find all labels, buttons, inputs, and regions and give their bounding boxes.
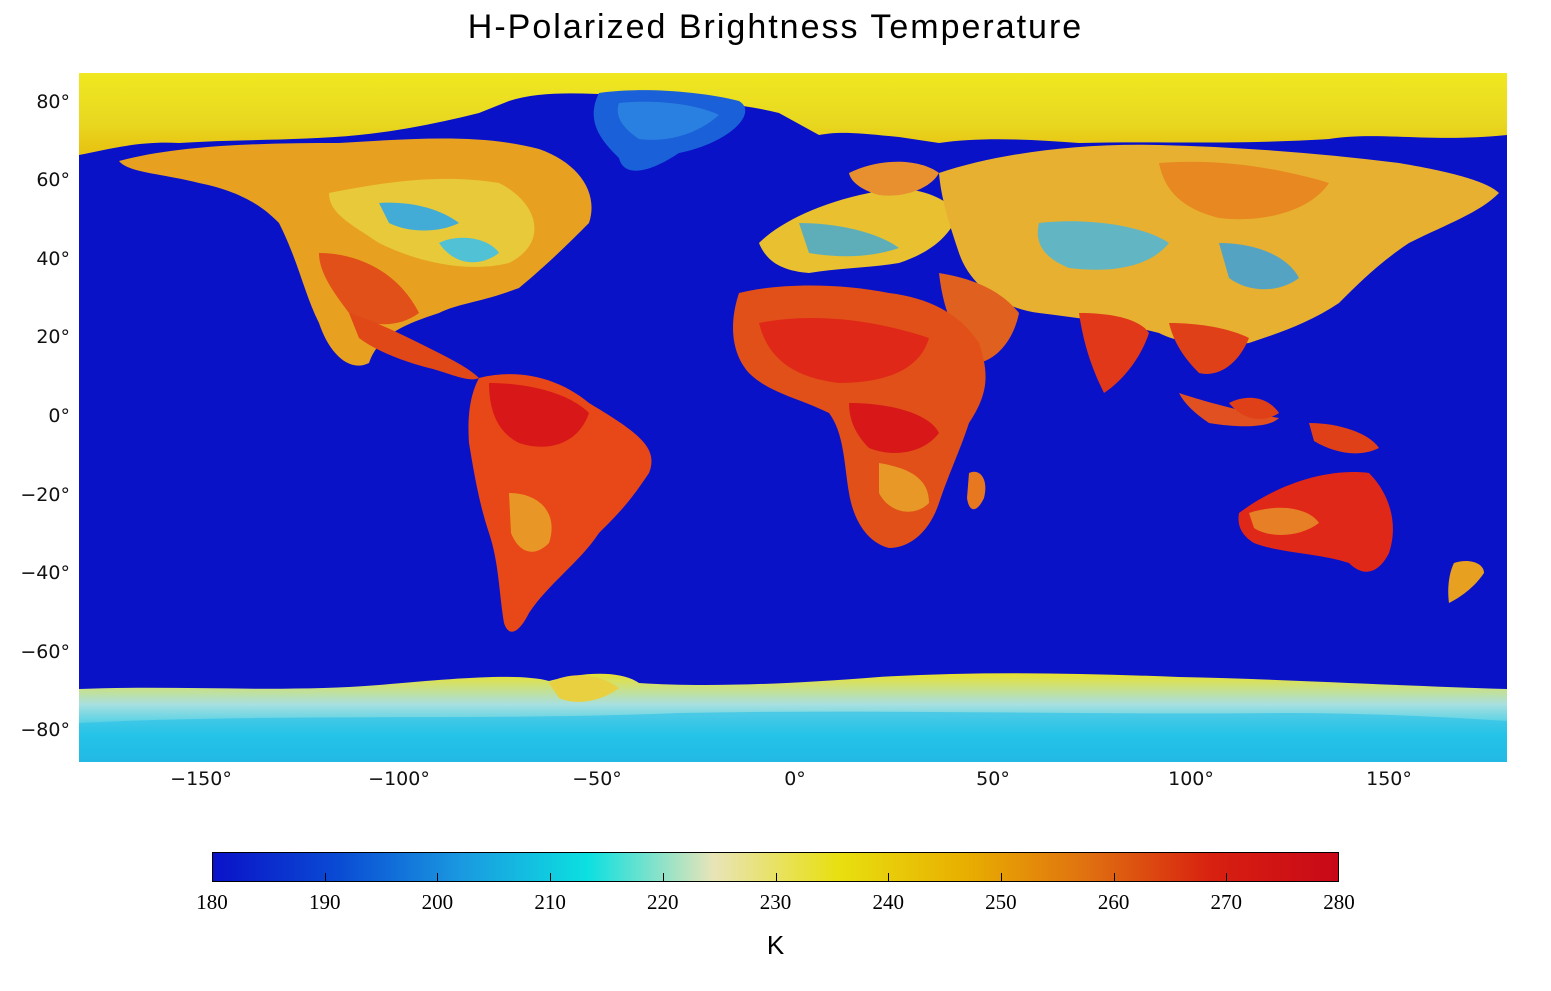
x-tick-label: −150°: [170, 768, 232, 790]
southeast-asia: [1169, 323, 1249, 374]
brightness-temperature-map: [79, 73, 1507, 762]
x-tick-label: −100°: [368, 768, 430, 790]
colorbar-tick-mark: [888, 873, 890, 882]
colorbar-tick-label: 270: [1210, 890, 1243, 914]
map-canvas: [79, 73, 1507, 762]
colorbar-tick-label: 180: [196, 890, 228, 914]
x-tick-label: 0°: [784, 768, 806, 790]
y-tick-label: 0°: [48, 405, 70, 427]
y-tick-label: 40°: [36, 248, 70, 270]
colorbar-tick-label: 280: [1323, 890, 1355, 914]
x-tick-label: 150°: [1366, 768, 1412, 790]
colorbar-tick-label: 190: [308, 890, 341, 914]
colorbar-tick-label: 200: [421, 890, 454, 914]
colorbar-tick-mark: [662, 873, 664, 882]
asia: [939, 144, 1499, 345]
arabia: [939, 273, 1019, 363]
x-tick-label: −50°: [572, 768, 622, 790]
colorbar-tick-label: 210: [534, 890, 566, 914]
y-tick-label: 80°: [36, 91, 70, 113]
colorbar-tick-label: 260: [1097, 890, 1130, 914]
colorbar-tick-label: 220: [647, 890, 679, 914]
colorbar-tick-mark: [775, 873, 777, 882]
arctic-region: [79, 73, 1507, 155]
colorbar-tick-mark: [1113, 873, 1115, 882]
colorbar-tick-mark: [1000, 873, 1002, 882]
y-tick-label: 20°: [36, 326, 70, 348]
india: [1079, 313, 1149, 393]
colorbar-tick-label: 240: [872, 890, 904, 914]
colorbar-tick-mark: [1226, 873, 1228, 882]
colorbar-tick-label: 250: [985, 890, 1017, 914]
y-tick-label: −40°: [20, 562, 70, 584]
colorbar-tick-mark: [550, 873, 552, 882]
x-tick-label: 50°: [976, 768, 1010, 790]
colorbar-tick-mark: [324, 873, 326, 882]
colorbar-unit-label: K: [766, 930, 785, 960]
chart-title: H-Polarized Brightness Temperature: [467, 8, 1084, 46]
new-zealand: [1448, 561, 1484, 603]
y-tick-label: −20°: [20, 484, 70, 506]
y-tick-label: −60°: [20, 641, 70, 663]
colorbar-tick-mark: [437, 873, 439, 882]
central-america: [349, 313, 479, 380]
y-tick-label: 60°: [36, 169, 70, 191]
x-tick-label: 100°: [1168, 768, 1214, 790]
colorbar-tick-label: 230: [759, 890, 792, 914]
y-tick-label: −80°: [20, 719, 70, 741]
